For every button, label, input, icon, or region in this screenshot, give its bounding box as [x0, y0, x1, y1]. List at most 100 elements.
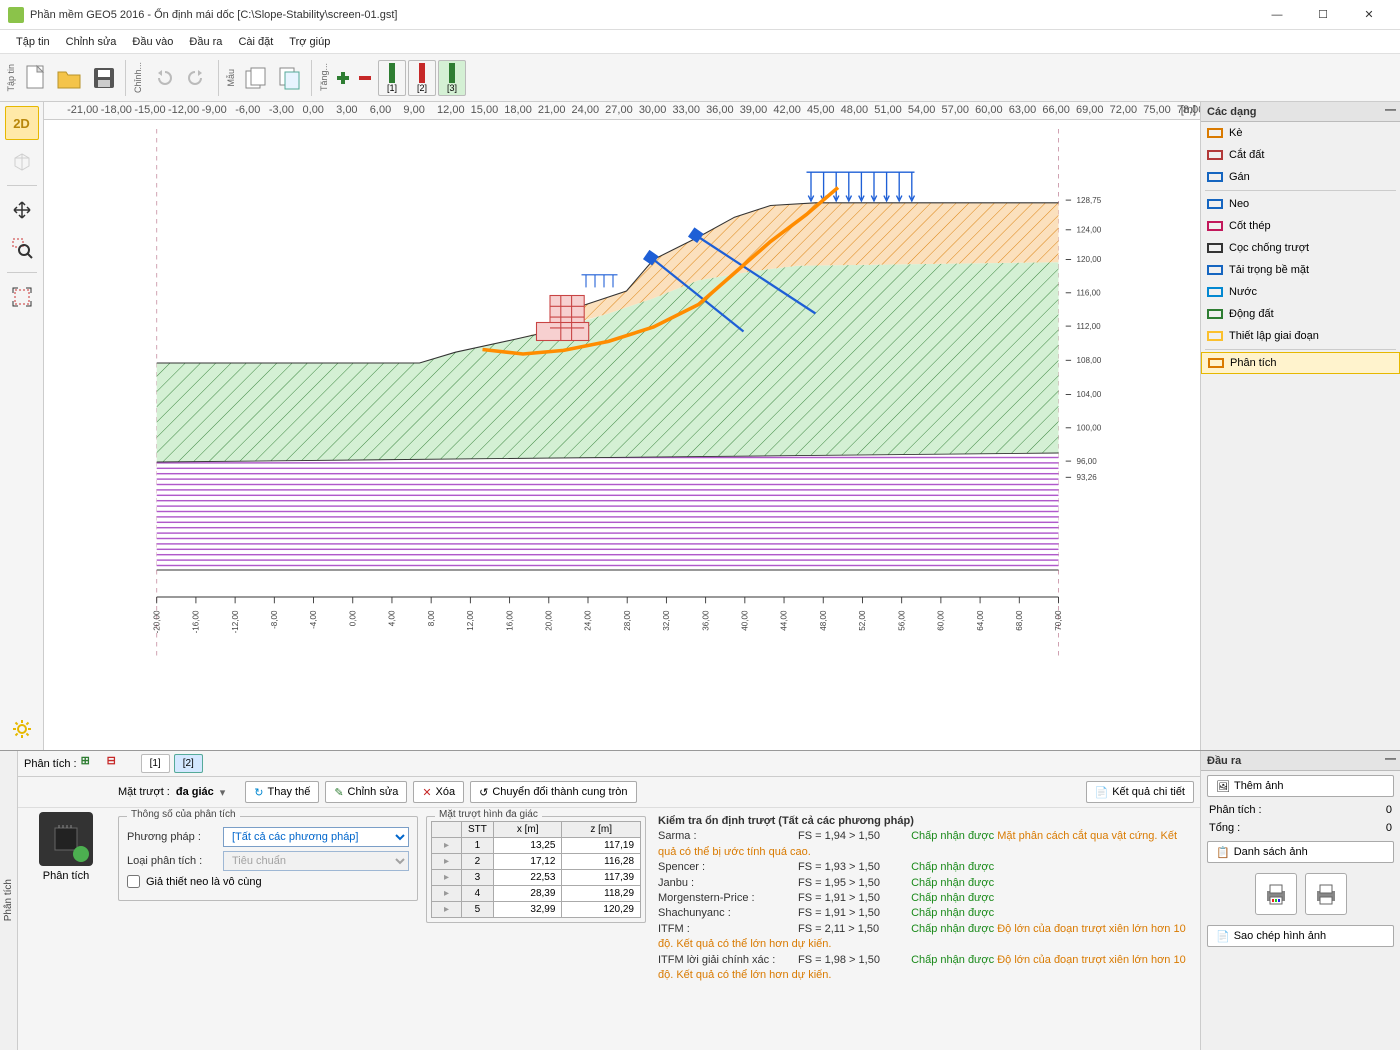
app-icon	[8, 7, 24, 23]
svg-text:32,00: 32,00	[662, 610, 671, 631]
run-label: Phân tích	[43, 870, 89, 882]
svg-text:24,00: 24,00	[584, 610, 593, 631]
view-3d-button[interactable]	[5, 144, 39, 178]
polygon-fieldset: Mặt trượt hình đa giác STTx [m]z [m]▸113…	[426, 816, 646, 923]
run-analysis-button[interactable]	[39, 812, 93, 866]
anchor-checkbox[interactable]	[127, 875, 140, 888]
svg-text:12,00: 12,00	[466, 610, 475, 631]
svg-text:44,00: 44,00	[780, 610, 789, 631]
convert-button[interactable]: ↺Chuyển đổi thành cung tròn	[470, 781, 636, 803]
mode-Phân tích[interactable]: Phân tích	[1201, 352, 1400, 374]
settings-button[interactable]	[5, 712, 39, 746]
type-select[interactable]: Tiêu chuẩn	[223, 851, 409, 871]
replace-button[interactable]: ↻Thay thế	[245, 781, 319, 803]
svg-text:116,00: 116,00	[1077, 289, 1102, 298]
undo-button[interactable]	[147, 58, 179, 98]
add-image-button[interactable]: 🖼Thêm ảnh	[1207, 775, 1394, 797]
bottom-panel: Phân tích Phân tích : ⊞ ⊟ [1][2] Mặt trư…	[0, 750, 1400, 1050]
save-file-button[interactable]	[88, 58, 120, 98]
mode-Kè[interactable]: Kè	[1201, 122, 1400, 144]
toolbar-group-file[interactable]: Tập tin	[4, 62, 18, 94]
mode-Thiết lập giai đoạn[interactable]: Thiết lập giai đoạn	[1201, 325, 1400, 347]
svg-text:70,00: 70,00	[1054, 610, 1063, 631]
svg-text:93,26: 93,26	[1077, 473, 1098, 482]
svg-text:104,00: 104,00	[1077, 390, 1102, 399]
stage-3[interactable]: [3]	[438, 60, 466, 96]
analysis-tab-2[interactable]: [2]	[174, 754, 203, 773]
method-select[interactable]: [Tất cả các phương pháp]	[223, 827, 409, 847]
analysis-label: Phân tích :	[24, 758, 77, 770]
mode-Nước[interactable]: Nước	[1201, 281, 1400, 303]
zoom-button[interactable]	[5, 231, 39, 265]
menu-Tập tin[interactable]: Tập tin	[8, 33, 58, 51]
mode-Cốt thép[interactable]: Cốt thép	[1201, 215, 1400, 237]
svg-text:128,75: 128,75	[1077, 196, 1102, 205]
analysis-params-fieldset: Thông số của phân tích Phương pháp : [Tấ…	[118, 816, 418, 901]
svg-text:48,00: 48,00	[819, 610, 828, 631]
toolbar-group-edit[interactable]: Chỉnh...	[131, 60, 145, 95]
close-button[interactable]: ✕	[1346, 0, 1392, 30]
svg-text:64,00: 64,00	[976, 610, 985, 631]
detail-results-button[interactable]: 📄Kết quả chi tiết	[1086, 781, 1194, 803]
slip-label: Mặt trượt :	[118, 786, 170, 798]
svg-text:-4,00: -4,00	[309, 610, 318, 629]
toolbar-group-template[interactable]: Mẫu	[224, 67, 238, 89]
results-text: Kiểm tra ổn định trượt (Tất cả các phươn…	[654, 812, 1196, 1046]
mode-Tải trọng bề mặt[interactable]: Tải trọng bề mặt	[1201, 259, 1400, 281]
mode-Gán[interactable]: Gán	[1201, 166, 1400, 188]
fit-button[interactable]	[5, 280, 39, 314]
svg-text:60,00: 60,00	[937, 610, 946, 631]
remove-stage-button[interactable]	[355, 58, 375, 98]
mode-Động đất[interactable]: Động đất	[1201, 303, 1400, 325]
panel-minimize-icon[interactable]: —	[1385, 104, 1396, 116]
drawing-canvas[interactable]: -21,00-18,00-15,00-12,00-9,00-6,00-3,000…	[44, 102, 1200, 750]
menu-Cài đặt[interactable]: Cài đặt	[230, 33, 281, 51]
print-color-button[interactable]	[1255, 873, 1297, 915]
open-file-button[interactable]	[54, 58, 86, 98]
add-analysis-button[interactable]: ⊞	[81, 754, 103, 774]
toolbar-group-incr[interactable]: Tăng...	[317, 61, 331, 93]
svg-text:56,00: 56,00	[897, 610, 906, 631]
minimize-button[interactable]: —	[1254, 0, 1300, 30]
add-stage-button[interactable]	[333, 58, 353, 98]
menu-Chỉnh sửa[interactable]: Chỉnh sửa	[58, 33, 125, 51]
menu-Đầu vào[interactable]: Đầu vào	[124, 33, 181, 51]
copy-image-button[interactable]: 📄Sao chép hình ảnh	[1207, 925, 1394, 947]
mode-Neo[interactable]: Neo	[1201, 193, 1400, 215]
polygon-table[interactable]: STTx [m]z [m]▸113,25117,19▸217,12116,28▸…	[431, 821, 641, 918]
redo-button[interactable]	[181, 58, 213, 98]
image-list-button[interactable]: 📋Danh sách ảnh	[1207, 841, 1394, 863]
menu-Trợ giúp[interactable]: Trợ giúp	[281, 33, 338, 51]
svg-text:-12,00: -12,00	[231, 610, 240, 633]
svg-text:100,00: 100,00	[1077, 424, 1102, 433]
stage-1[interactable]: [1]	[378, 60, 406, 96]
bottom-tab[interactable]: Phân tích	[0, 751, 18, 1050]
analysis-tabs: Phân tích : ⊞ ⊟ [1][2]	[18, 751, 1200, 777]
delete-button[interactable]: ✕Xóa	[413, 781, 464, 803]
analysis-tab-1[interactable]: [1]	[141, 754, 170, 773]
mode-Cắt đất[interactable]: Cắt đất	[1201, 144, 1400, 166]
pan-button[interactable]	[5, 193, 39, 227]
edit-button[interactable]: ✎Chỉnh sửa	[325, 781, 407, 803]
left-toolbar: 2D	[0, 102, 44, 750]
mode-Cọc chống trượt[interactable]: Cọc chống trượt	[1201, 237, 1400, 259]
svg-text:4,00: 4,00	[388, 610, 397, 626]
view-2d-button[interactable]: 2D	[5, 106, 39, 140]
title-bar: Phần mềm GEO5 2016 - Ổn định mái dốc [C:…	[0, 0, 1400, 30]
ruler-horizontal: -21,00-18,00-15,00-12,00-9,00-6,00-3,000…	[44, 102, 1200, 120]
window-title: Phần mềm GEO5 2016 - Ổn định mái dốc [C:…	[30, 9, 1254, 21]
maximize-button[interactable]: ☐	[1300, 0, 1346, 30]
print-bw-button[interactable]	[1305, 873, 1347, 915]
menu-bar: Tập tinChỉnh sửaĐầu vàoĐầu raCài đặtTrợ …	[0, 30, 1400, 54]
new-file-button[interactable]	[20, 58, 52, 98]
stage-2[interactable]: [2]	[408, 60, 436, 96]
output-panel: Đầu ra— 🖼Thêm ảnh Phân tích :0 Tổng :0 📋…	[1200, 751, 1400, 1050]
svg-text:52,00: 52,00	[858, 610, 867, 631]
copy-button[interactable]	[240, 58, 272, 98]
remove-analysis-button[interactable]: ⊟	[107, 754, 129, 774]
svg-text:96,00: 96,00	[1077, 457, 1098, 466]
analysis-run-group: Phân tích	[22, 812, 110, 1046]
paste-button[interactable]	[274, 58, 306, 98]
menu-Đầu ra[interactable]: Đầu ra	[181, 33, 230, 51]
modes-header: Các dạng—	[1201, 102, 1400, 122]
